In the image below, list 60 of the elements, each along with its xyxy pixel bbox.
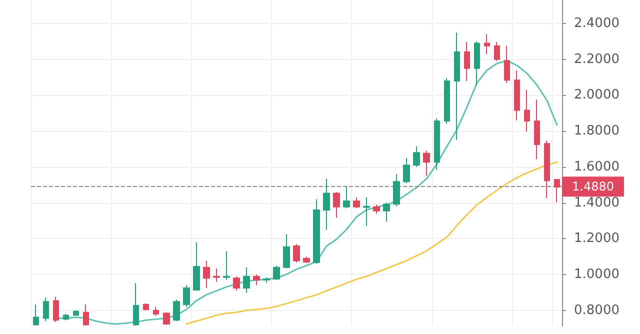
y-tick-label: 2.2000	[574, 52, 620, 67]
candlestick	[233, 276, 240, 292]
candlestick	[173, 299, 180, 322]
candlestick	[534, 99, 540, 160]
y-tick-label: 0.8000	[574, 302, 620, 318]
candlestick	[413, 146, 420, 168]
candlestick	[373, 204, 380, 214]
y-tick-label: 1.8000	[574, 124, 620, 139]
candlestick	[333, 192, 340, 218]
candlestick	[203, 260, 210, 288]
candlestick	[393, 174, 400, 207]
candlestick	[403, 157, 410, 184]
candlestick	[143, 302, 149, 311]
candlestick	[163, 312, 170, 326]
candlestick	[293, 244, 300, 264]
y-tick-label: 2.4000	[574, 16, 620, 31]
candlestick	[323, 178, 330, 230]
candlestick	[153, 306, 159, 316]
candlestick	[474, 40, 480, 86]
candlestick	[303, 256, 310, 264]
candlestick	[343, 186, 350, 209]
candlestick	[33, 304, 39, 326]
y-tick-label: 1.0000	[574, 267, 620, 282]
y-tick-label: 1.4000	[574, 195, 620, 210]
candlestick	[313, 198, 320, 264]
line-series	[186, 161, 558, 325]
candlestick	[454, 32, 460, 141]
candlestick	[53, 296, 59, 323]
candlestick	[43, 297, 49, 322]
candlestick	[253, 274, 260, 286]
candlestick	[283, 234, 290, 269]
candlestick	[133, 282, 139, 326]
candlestick	[273, 265, 280, 280]
candlestick	[494, 41, 500, 62]
ref-line-label: 1.4880	[572, 180, 614, 194]
candlestick	[223, 250, 230, 280]
candlestick	[514, 70, 520, 121]
y-tick-label: 2.0000	[574, 88, 620, 103]
candlestick	[213, 268, 220, 282]
candlestick	[524, 89, 530, 132]
candlestick	[504, 45, 510, 84]
candlestick	[183, 284, 190, 308]
candlestick	[353, 196, 360, 209]
y-tick-label: 1.6000	[574, 159, 620, 174]
candlestick	[363, 196, 370, 227]
candlestick	[423, 150, 430, 176]
candlestick	[434, 118, 440, 170]
y-tick-label: 1.2000	[574, 231, 620, 246]
candlestick	[243, 266, 250, 294]
candlestick	[63, 313, 69, 321]
candlestick	[554, 178, 560, 203]
candlestick	[464, 41, 470, 82]
candlestick	[83, 304, 89, 326]
candlestick	[263, 276, 270, 284]
candlestick	[73, 310, 79, 316]
candlestick	[444, 78, 450, 124]
candlestick	[193, 242, 200, 292]
candlestick	[484, 34, 490, 54]
candlestick	[544, 140, 550, 199]
candlestick	[383, 202, 390, 222]
